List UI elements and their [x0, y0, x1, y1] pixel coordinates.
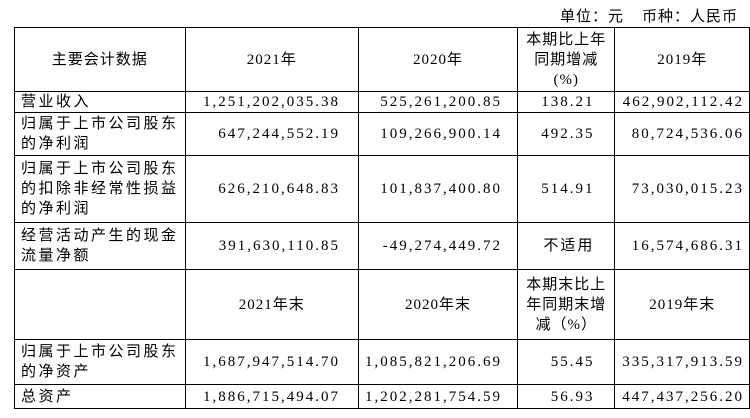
header-cell: 2019年末: [614, 269, 750, 340]
cell: 16,574,686.31: [614, 222, 750, 270]
cell-line: 2020年末: [404, 296, 471, 313]
cell: 525,261,200.85: [357, 91, 518, 113]
table-row: 营业收入 1,251,202,035.38 525,261,200.85 138.21…: [14, 91, 750, 113]
table-row: 主要会计数据 2021年 2020年 本期比上年同期增减 (%) 2019年: [14, 27, 750, 92]
cell-line: (%): [553, 71, 579, 88]
unit: 单位：元: [559, 9, 624, 25]
cell: 101,837,400.80: [357, 155, 518, 223]
header-cell: [14, 269, 186, 340]
table-row: 2021年末 2020年末 本期末比上年同期末增减（%） 2019年末: [14, 269, 750, 340]
cell-line: 2021年末: [238, 296, 305, 313]
table-row: 经营活动产生的现金 流量净额 391,630,110.85 -49,274,449.7…: [14, 222, 750, 270]
cell: 626,210,648.83: [184, 155, 359, 223]
cell: 1,687,947,514.70: [184, 339, 359, 385]
cell-line: 2020年: [412, 51, 463, 68]
cell: 1,085,821,206.69: [357, 339, 518, 385]
row-label: 总资产: [14, 384, 186, 409]
cell: 55.45: [516, 339, 616, 385]
cell: 1,886,715,494.07: [184, 384, 359, 409]
table-row: 归属于上市公司股东 的净利润 647,244,552.19 109,266,900.1…: [14, 112, 750, 156]
table-row: 归属于上市公司股东 的净资产 1,687,947,514.70 1,085,821,2…: [14, 339, 750, 385]
table-row: 归属于上市公司股东 的扣除非经常性损益 的净利润 626,210,648.83 101,…: [14, 155, 750, 223]
cell: -49,274,449.72: [357, 222, 518, 270]
cell: 492.35: [516, 112, 616, 156]
cell-line: 本期比上年: [526, 31, 607, 48]
cell: 462,902,112.42: [614, 91, 750, 113]
cell-line: 2019年末: [649, 296, 716, 313]
row-label: 营业收入: [14, 91, 186, 113]
cell-line: 2019年: [657, 51, 708, 68]
row-label: 归属于上市公司股东 的扣除非经常性损益 的净利润: [14, 155, 186, 223]
financial-table: 主要会计数据 2021年 2020年 本期比上年同期增减 (%) 2019年营业收入 1,2…: [14, 27, 750, 409]
cell: 1,202,281,754.59: [357, 384, 518, 409]
currency: 币种：人民币: [641, 9, 738, 25]
cell: 335,317,913.59: [614, 339, 750, 385]
cell: 514.91: [516, 155, 616, 223]
header-cell: 2019年: [614, 27, 750, 92]
header-cell: 2020年末: [357, 269, 518, 340]
row-label: 归属于上市公司股东 的净资产: [14, 339, 186, 385]
row-label: 经营活动产生的现金 流量净额: [14, 222, 186, 270]
cell: 不适用: [516, 222, 616, 270]
cell: 391,630,110.85: [184, 222, 359, 270]
cell-line: 的净利润: [21, 201, 92, 217]
cell-line: 流量净额: [21, 248, 92, 264]
cell-line: 归属于上市公司股东: [21, 116, 179, 132]
row-label: 归属于上市公司股东 的净利润: [14, 112, 186, 156]
cell-line: 归属于上市公司股东: [21, 161, 179, 177]
cell: 647,244,552.19: [184, 112, 359, 156]
cell-line: 年同期末增: [526, 296, 607, 313]
cell: 138.21: [516, 91, 616, 113]
cell: 56.93: [516, 384, 616, 409]
cell-line: 本期末比上: [526, 276, 607, 293]
cell: 1,251,202,035.38: [184, 91, 359, 113]
cell: 109,266,900.14: [357, 112, 518, 156]
cell-line: 经营活动产生的现金: [21, 228, 179, 244]
cell: 447,437,256.20: [614, 384, 750, 409]
header-cell: 本期比上年同期增减 (%): [516, 27, 616, 92]
cell-line: 的净资产: [21, 364, 92, 380]
header-cell: 2021年末: [184, 269, 359, 340]
cell-line: 的净利润: [21, 136, 92, 152]
header-cell: 本期末比上年同期末增减（%）: [516, 269, 616, 340]
cell-line: 归属于上市公司股东: [21, 344, 179, 360]
header-cell: 主要会计数据: [14, 27, 186, 92]
cell-line: 2021年: [246, 51, 297, 68]
header-cell: 2021年: [184, 27, 359, 92]
cell-line: 同期增减: [534, 51, 599, 68]
cell-line: 主要会计数据: [51, 51, 148, 68]
header-cell: 2020年: [357, 27, 518, 92]
cell-line: 减（%）: [535, 316, 597, 333]
table-row: 总资产 1,886,715,494.07 1,202,281,754.59 56.93…: [14, 384, 750, 409]
unit-line: 单位：元 币种：人民币: [542, 5, 738, 26]
cell-line: 营业收入: [21, 94, 92, 110]
cell-line: 的扣除非经常性损益: [21, 181, 179, 197]
cell-line: 总资产: [21, 388, 74, 405]
cell: 80,724,536.06: [614, 112, 750, 156]
cell: 73,030,015.23: [614, 155, 750, 223]
